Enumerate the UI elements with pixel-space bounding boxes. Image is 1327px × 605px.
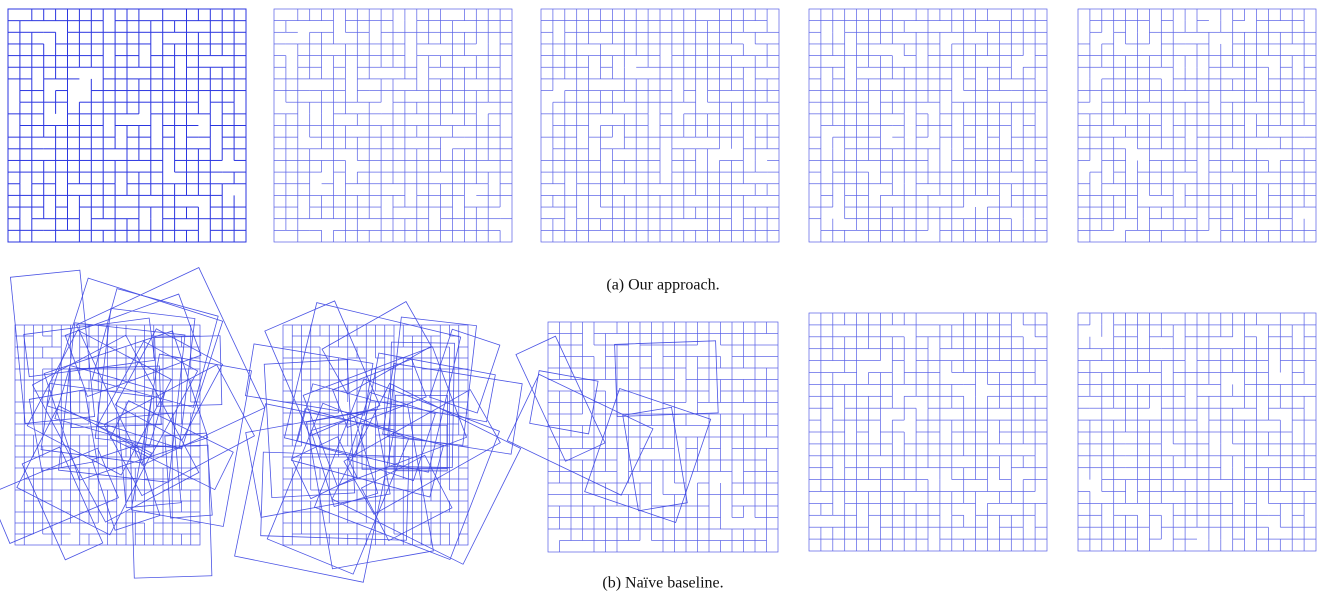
map-panel	[274, 9, 512, 242]
figure: (a) Our approach. (b) Naïve baseline.	[0, 0, 1327, 605]
map-panel	[809, 9, 1047, 242]
map-panel	[8, 9, 246, 242]
body: (a) Our approach. (b) Naïve baseline. ((…	[0, 0, 1327, 605]
map-fragment	[118, 413, 181, 508]
map-panel	[548, 322, 778, 552]
map-overlay	[0, 268, 265, 579]
map-fragment	[110, 401, 233, 490]
map-panel	[541, 9, 779, 242]
panels	[0, 9, 1316, 582]
map-fragment	[22, 447, 103, 560]
map-overlay	[235, 301, 523, 582]
map-panel	[1078, 9, 1316, 242]
map-panel	[283, 325, 468, 545]
map-fragment	[344, 390, 500, 515]
page: Figure {"figure": {"captions": ["(a) Our…	[0, 0, 1327, 605]
